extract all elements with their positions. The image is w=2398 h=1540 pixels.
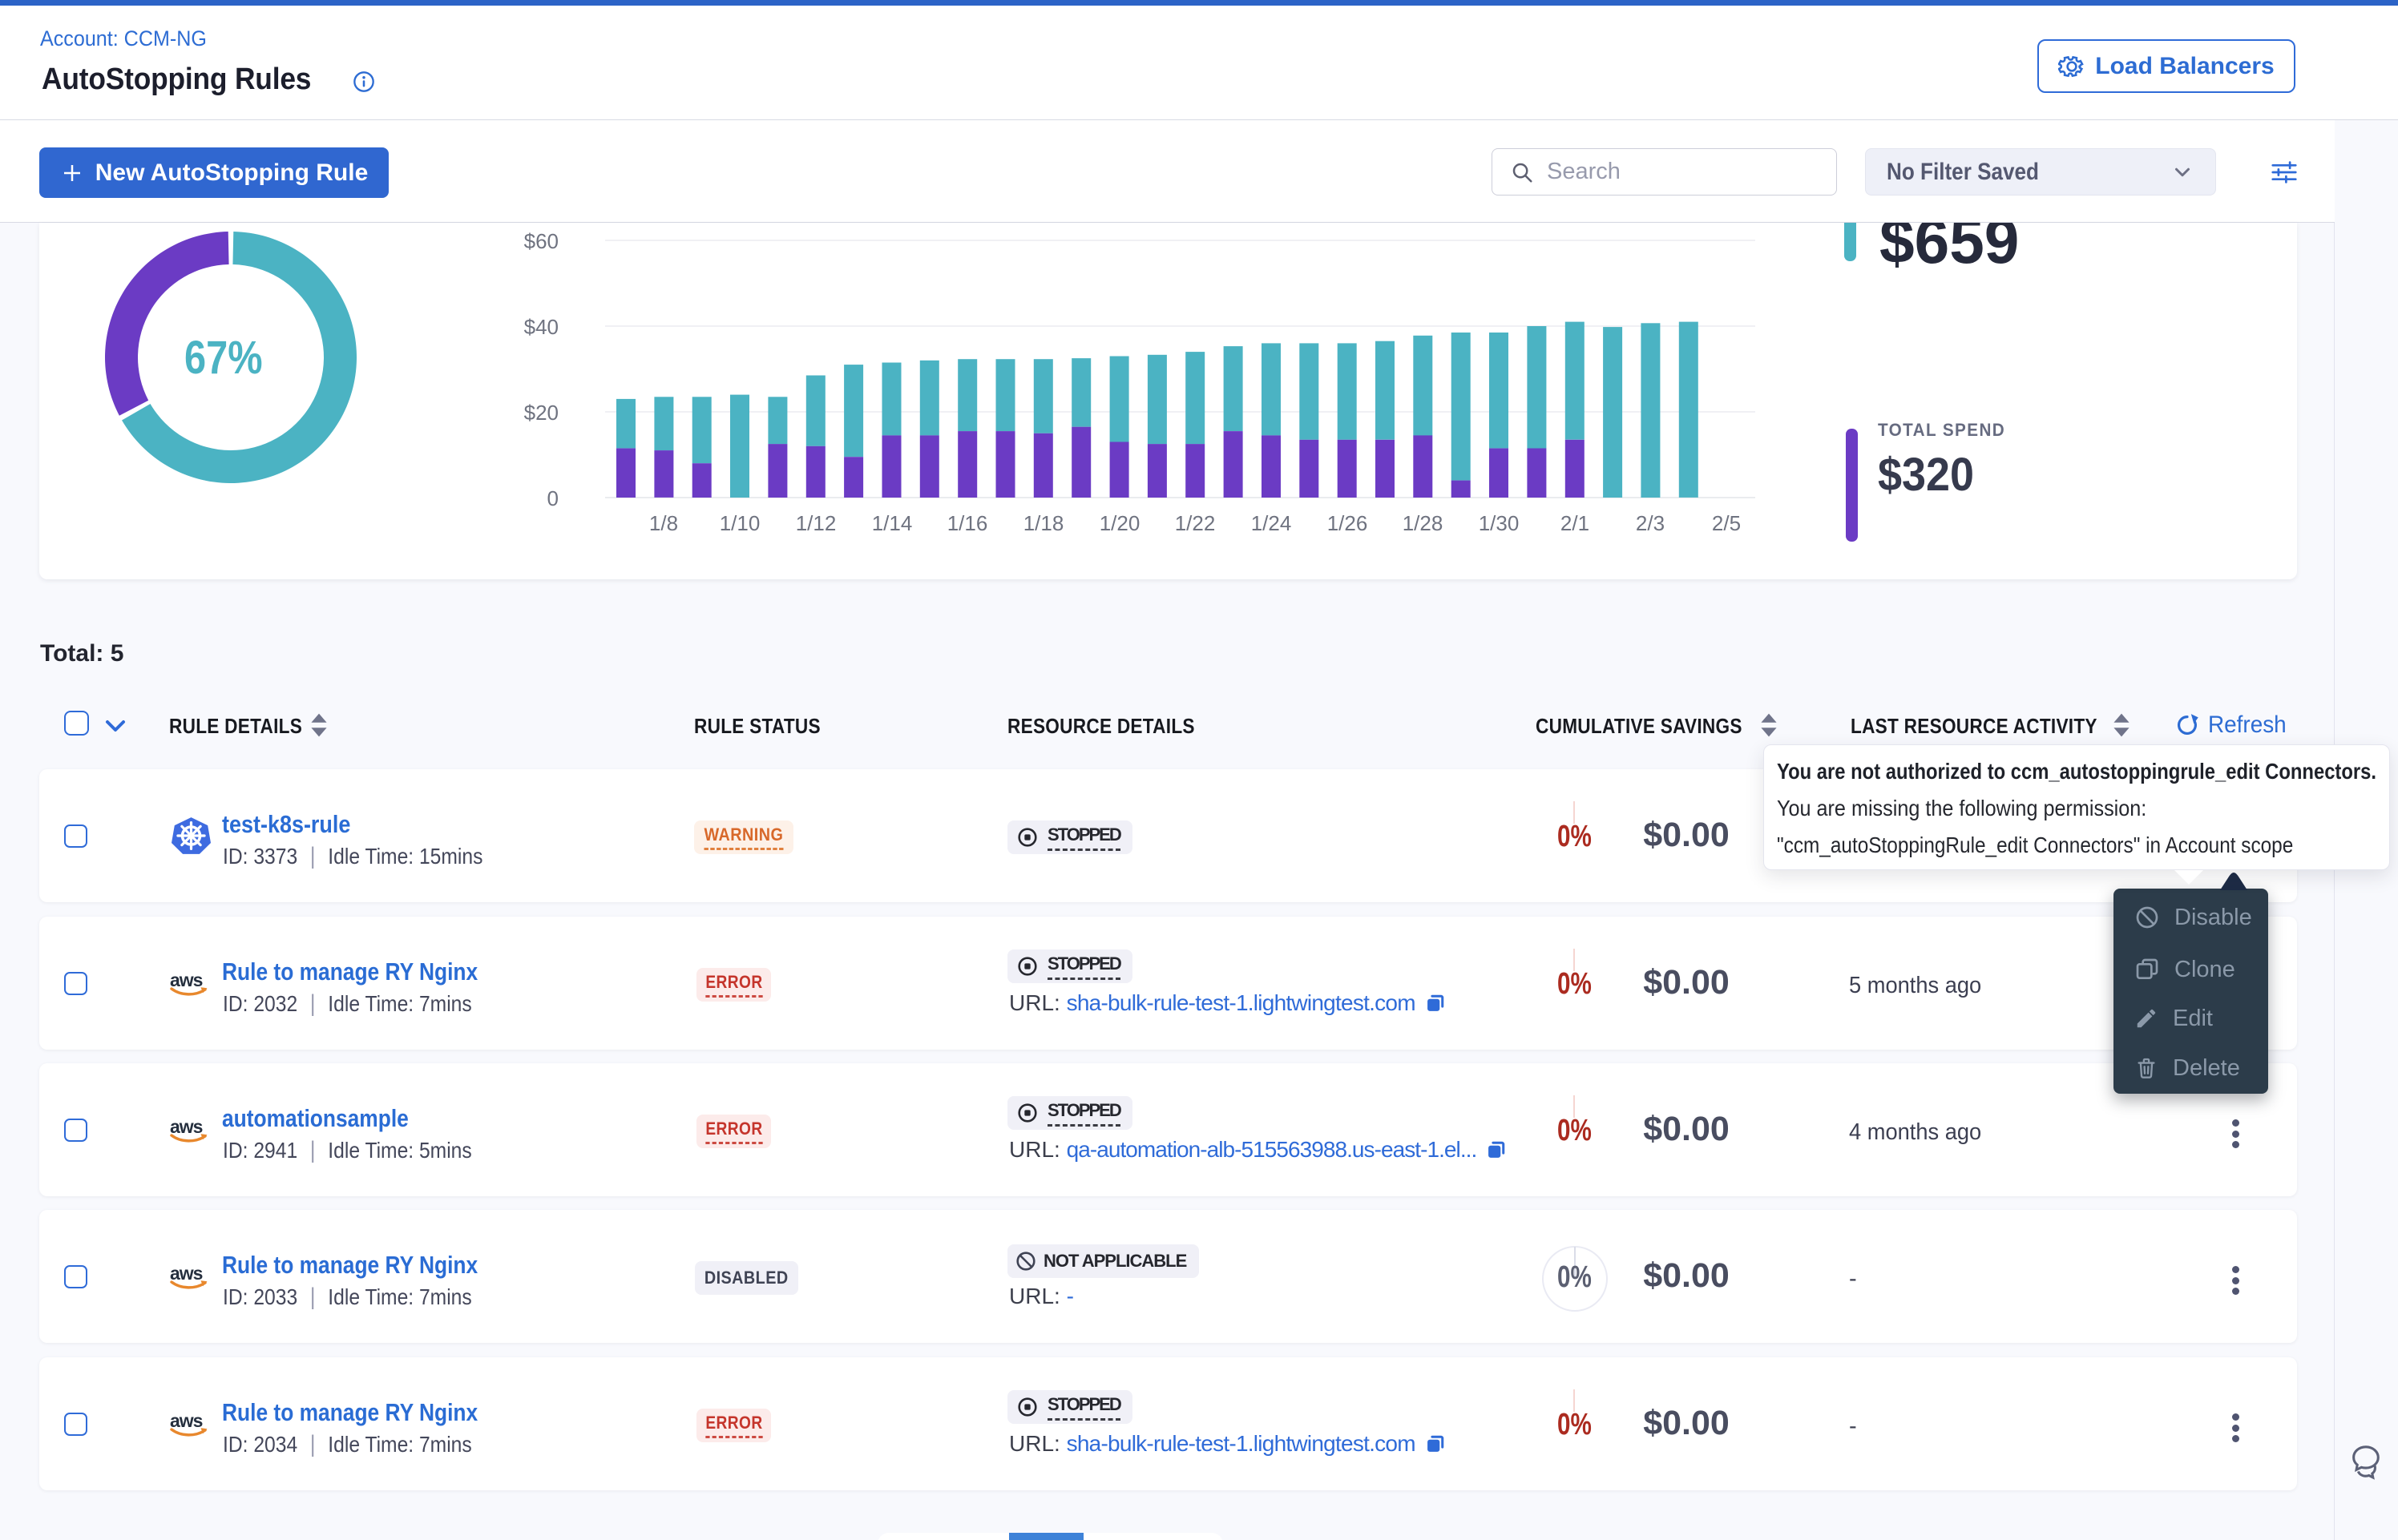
svg-text:aws: aws [170, 1412, 203, 1431]
svg-text:aws: aws [170, 1118, 203, 1137]
svg-text:aws: aws [170, 971, 203, 990]
svg-text:aws: aws [170, 1264, 203, 1284]
